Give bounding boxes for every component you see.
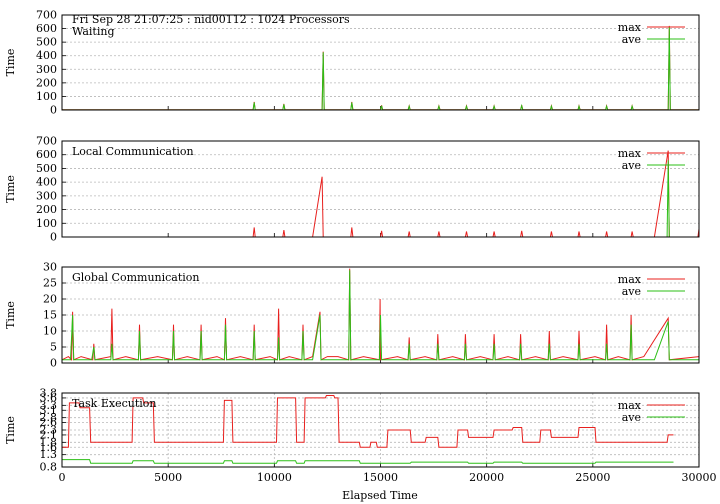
panels: 0100200300400500600700maxaveWaitingTime0… — [4, 9, 717, 485]
y-axis-label: Time — [4, 416, 17, 444]
legend-label-max: max — [618, 399, 642, 412]
y-tick-label: 3.3 — [40, 399, 58, 412]
y-tick-label: 15 — [43, 309, 57, 322]
y-tick-label: 2.3 — [40, 424, 58, 437]
y-tick-label: 30 — [43, 261, 57, 274]
y-tick-label: 2.8 — [40, 411, 58, 424]
y-tick-label: 0 — [50, 231, 57, 244]
series-line-max — [62, 150, 700, 238]
y-tick-label: 20 — [43, 293, 57, 306]
y-axis-label: Time — [4, 301, 17, 329]
y-tick-label: 700 — [36, 135, 57, 148]
y-tick-label: 2.1 — [40, 428, 58, 441]
y-tick-label: 500 — [36, 36, 57, 49]
series-line-ave — [62, 27, 699, 111]
legend-label-max: max — [618, 21, 642, 34]
y-tick-label: 10 — [43, 325, 57, 338]
y-tick-label: 400 — [36, 49, 57, 62]
y-tick-label: 2.6 — [40, 416, 58, 429]
y-tick-label: 5 — [50, 341, 57, 354]
y-tick-label: 3.6 — [40, 391, 58, 404]
series-line-ave — [62, 459, 674, 464]
x-tick-label: 15000 — [363, 471, 398, 484]
panel-title: Waiting — [72, 25, 115, 38]
y-axis-label: Time — [4, 175, 17, 203]
plot-frame — [61, 266, 700, 364]
panel-title: Global Communication — [72, 271, 200, 284]
x-tick-label: 25000 — [575, 471, 610, 484]
plot-frame — [61, 140, 700, 238]
legend-label-ave: ave — [622, 33, 641, 46]
legend-label-max: max — [618, 147, 642, 160]
y-tick-label: 400 — [36, 176, 57, 189]
panel-4: 0.81.31.61.82.12.32.62.83.13.33.63.8 0 500… — [4, 387, 717, 485]
legend-label-ave: ave — [622, 285, 641, 298]
legend-label-max: max — [618, 273, 642, 286]
y-tick-label: 100 — [36, 217, 57, 230]
y-tick-label: 3.8 — [40, 387, 58, 400]
series-line-ave — [62, 160, 699, 238]
y-tick-label: 300 — [36, 63, 57, 76]
y-axis-label: Time — [4, 49, 17, 77]
y-tick-label: 25 — [43, 277, 57, 290]
y-tick-label: 1.3 — [40, 448, 58, 461]
series-line-max — [62, 25, 699, 111]
y-tick-label: 300 — [36, 189, 57, 202]
plot-frame — [61, 392, 700, 468]
x-tick-label: 20000 — [469, 471, 504, 484]
x-tick-label: 5000 — [154, 471, 182, 484]
legend-label-ave: ave — [622, 411, 641, 424]
x-tick-label: 10000 — [257, 471, 292, 484]
y-tick-label: 500 — [36, 162, 57, 175]
panel-title: Local Communication — [72, 145, 194, 158]
y-tick-label: 600 — [36, 22, 57, 35]
y-tick-label: 0 — [50, 104, 57, 117]
x-tick-label: 30000 — [682, 471, 717, 484]
series-line-ave — [62, 270, 699, 361]
figure-header: Fri Sep 28 21:07:25 : nid00112 : 1024 Pr… — [72, 13, 350, 26]
y-tick-label: 600 — [36, 148, 57, 161]
y-tick-label: 100 — [36, 90, 57, 103]
x-axis-label: Elapsed Time — [342, 489, 418, 502]
series-line-max — [62, 395, 674, 448]
y-tick-label: 3.1 — [40, 404, 58, 417]
x-tick-label: 0 — [59, 471, 66, 484]
legend-label-ave: ave — [622, 159, 641, 172]
y-tick-label: 200 — [36, 76, 57, 89]
y-tick-label: 1.8 — [40, 436, 58, 449]
y-tick-label: 0.8 — [40, 461, 58, 474]
y-tick-label: 200 — [36, 203, 57, 216]
y-tick-label: 1.6 — [40, 441, 58, 454]
plot-frame — [61, 14, 700, 111]
y-tick-label: 0 — [50, 357, 57, 370]
panel-title: Task Execution — [72, 397, 156, 410]
y-tick-label: 700 — [36, 9, 57, 22]
